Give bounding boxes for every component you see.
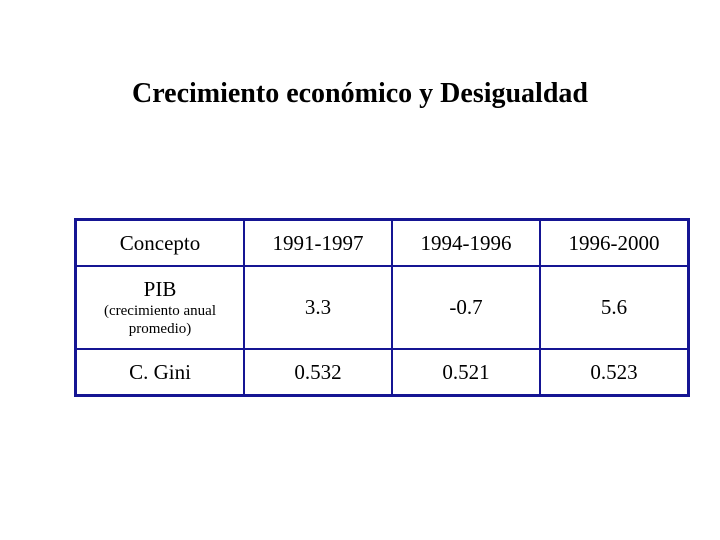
col-header-p1: 1991-1997: [244, 220, 392, 267]
row-label-gini: C. Gini: [76, 349, 245, 396]
row-label-pib: PIB (crecimiento anual promedio): [76, 266, 245, 349]
row-sublabel-text: (crecimiento anual promedio): [81, 303, 239, 338]
row-label-text: C. Gini: [129, 360, 191, 384]
col-header-p2: 1994-1996: [392, 220, 540, 267]
slide-title: Crecimiento económico y Desigualdad: [0, 78, 720, 110]
slide: Crecimiento económico y Desigualdad Conc…: [0, 0, 720, 540]
cell-gini-p2: 0.521: [392, 349, 540, 396]
cell-pib-p2: -0.7: [392, 266, 540, 349]
cell-pib-p1: 3.3: [244, 266, 392, 349]
table-row: PIB (crecimiento anual promedio) 3.3 -0.…: [76, 266, 689, 349]
table-row: C. Gini 0.532 0.521 0.523: [76, 349, 689, 396]
data-table: Concepto 1991-1997 1994-1996 1996-2000 P…: [74, 218, 690, 397]
cell-gini-p3: 0.523: [540, 349, 689, 396]
cell-gini-p1: 0.532: [244, 349, 392, 396]
table-container: Concepto 1991-1997 1994-1996 1996-2000 P…: [74, 218, 646, 397]
col-header-p3: 1996-2000: [540, 220, 689, 267]
table-row: Concepto 1991-1997 1994-1996 1996-2000: [76, 220, 689, 267]
col-header-concept: Concepto: [76, 220, 245, 267]
row-label-text: PIB: [144, 277, 177, 301]
cell-pib-p3: 5.6: [540, 266, 689, 349]
